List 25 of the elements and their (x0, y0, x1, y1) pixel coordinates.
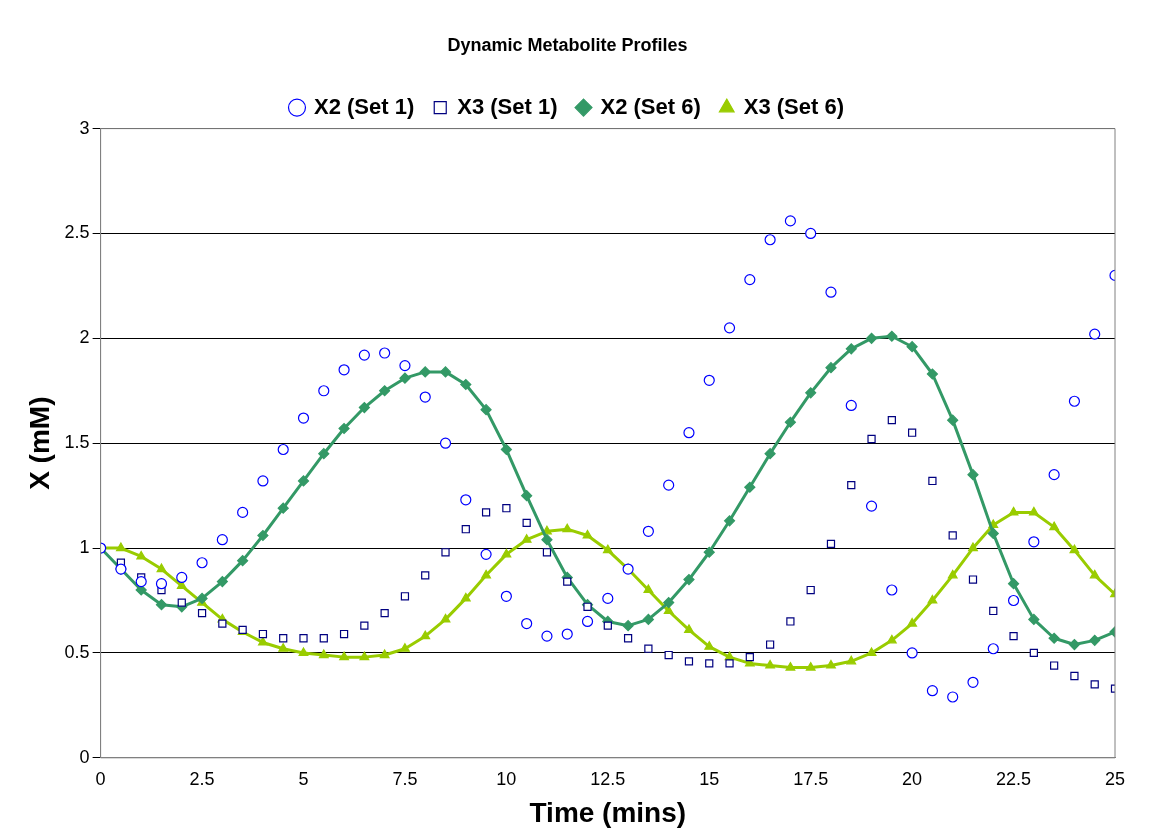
y-tick-label: 1.5 (64, 432, 90, 453)
x-tick-label: 0 (95, 768, 106, 789)
x-tick-label: 12.5 (590, 768, 626, 789)
chart-title: Dynamic Metabolite Profiles (447, 34, 688, 55)
y-axis-title: X (mM) (23, 396, 55, 490)
x-tick-label: 20 (902, 768, 923, 789)
y-tick-label: 0 (79, 746, 90, 767)
x-tick-label: 7.5 (392, 768, 418, 789)
legend-label: X3 (Set 6) (743, 93, 845, 119)
x-tick-label: 2.5 (189, 768, 215, 789)
x-axis-title: Time (mins) (529, 796, 687, 828)
y-tick-label: 2 (79, 327, 90, 348)
x-tick-label: 25 (1104, 768, 1126, 789)
y-tick-label: 3 (79, 117, 90, 138)
y-tick-label: 1 (79, 537, 90, 558)
x-tick-label: 5 (298, 768, 309, 789)
x-tick-label: 22.5 (996, 768, 1032, 789)
y-tick-label: 0.5 (64, 641, 90, 662)
x-tick-label: 10 (496, 768, 517, 789)
legend-label: X2 (Set 1) (313, 93, 415, 119)
x-tick-label: 15 (699, 768, 720, 789)
legend-label: X3 (Set 1) (457, 93, 558, 119)
y-tick-label: 2.5 (64, 222, 90, 243)
legend-label: X2 (Set 6) (600, 93, 701, 119)
x-tick-label: 17.5 (793, 768, 829, 789)
